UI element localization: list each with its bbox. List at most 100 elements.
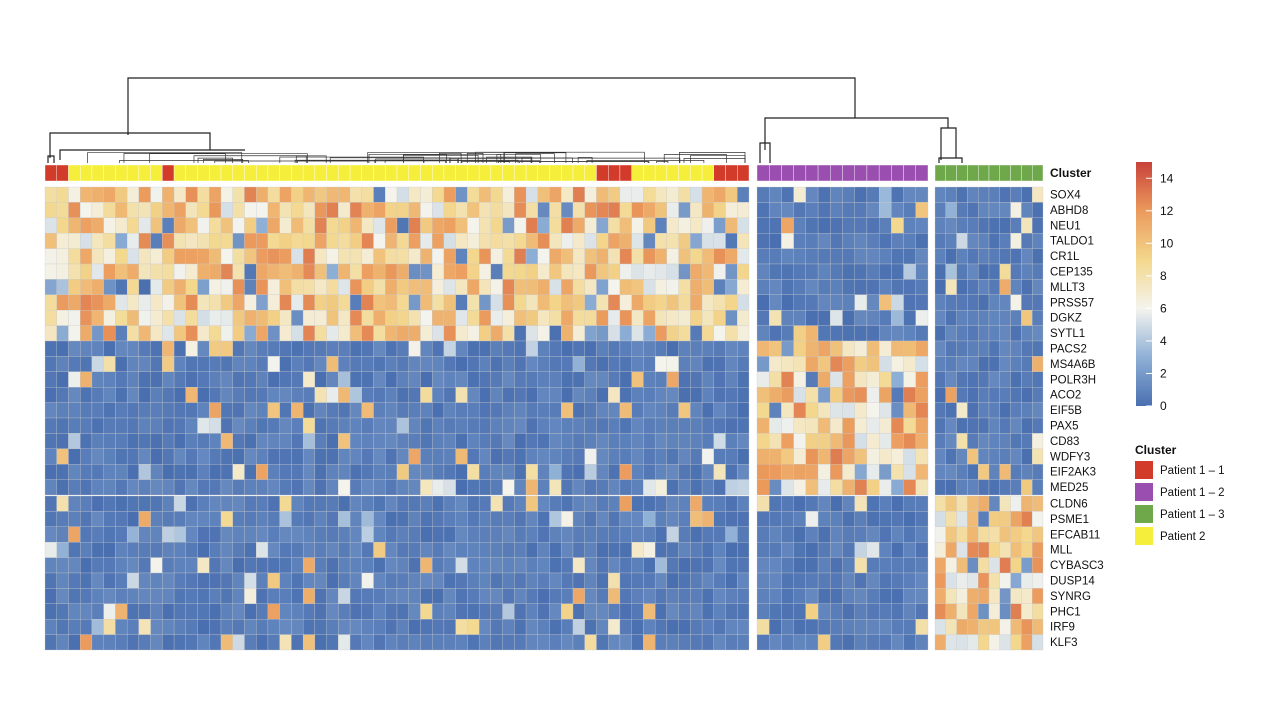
heatmap-cell (608, 233, 621, 249)
heatmap-cell (737, 495, 750, 512)
heatmap-cell (478, 464, 492, 480)
heatmap-cell (91, 557, 104, 574)
heatmap-cell (220, 325, 233, 342)
heatmap-cell (408, 202, 421, 218)
gene-label: MED25 (1050, 482, 1088, 494)
heatmap-cell (173, 217, 186, 234)
heatmap-cell (781, 557, 794, 574)
heatmap-cell (361, 217, 374, 234)
heatmap-cell (514, 495, 527, 512)
annotation-cell (725, 164, 738, 182)
annotation-cell (302, 164, 316, 182)
heatmap-cell (956, 279, 968, 295)
heatmap-cell (267, 202, 280, 218)
heatmap-cell (725, 542, 738, 558)
heatmap-cell (44, 186, 57, 203)
heatmap-cell (854, 495, 868, 512)
heatmap-cell (878, 248, 892, 265)
heatmap-cell (781, 572, 794, 589)
heatmap-cell (138, 417, 151, 434)
heatmap-cell (197, 588, 210, 604)
heatmap-cell (988, 263, 1000, 280)
heatmap-cell (608, 557, 621, 574)
heatmap-cell (349, 464, 362, 480)
heatmap-cell (349, 588, 362, 604)
annotation-cell (173, 164, 186, 182)
heatmap-cell (817, 248, 831, 265)
heatmap-cell (150, 526, 163, 543)
heatmap-cell (267, 186, 280, 203)
heatmap-cell (817, 572, 831, 589)
heatmap-cell (701, 233, 714, 249)
annotation-cell (490, 164, 503, 182)
heatmap-cell (1010, 417, 1022, 434)
heatmap-cell (80, 279, 93, 295)
heatmap-cell (725, 233, 738, 249)
heatmap-cell (608, 340, 621, 357)
heatmap-cell (549, 294, 562, 311)
heatmap-cell (793, 186, 807, 203)
heatmap-cell (608, 402, 621, 419)
heatmap-cell (666, 186, 679, 203)
heatmap-cell (967, 526, 979, 543)
heatmap-cell (584, 479, 597, 496)
heatmap-cell (878, 572, 892, 589)
heatmap-cell (68, 233, 81, 249)
heatmap-cell (490, 279, 503, 295)
heatmap-cell (830, 634, 843, 651)
heatmap-cell (769, 479, 782, 496)
heatmap-cell (561, 603, 574, 620)
heatmap-cell (408, 279, 421, 295)
heatmap-cell (830, 186, 843, 203)
heatmap-cell (103, 588, 116, 604)
annotation-cell (756, 164, 770, 182)
heatmap-cell (68, 186, 81, 203)
heatmap-cell (934, 464, 946, 480)
heatmap-cell (805, 356, 819, 372)
heatmap-cell (945, 479, 957, 496)
heatmap-cell (103, 557, 116, 574)
heatmap-cell (561, 233, 574, 249)
heatmap-cell (701, 310, 714, 326)
heatmap-cell (420, 603, 433, 620)
heatmap-cell (349, 356, 362, 372)
heatmap-cell (891, 634, 904, 651)
heatmap-cell (80, 526, 93, 543)
heatmap-cell (209, 294, 222, 311)
heatmap-cell (678, 634, 691, 651)
heatmap-cell (678, 588, 691, 604)
heatmap-cell (988, 371, 1000, 388)
heatmap-cell (373, 464, 386, 480)
heatmap-cell (302, 603, 316, 620)
heatmap-cell (608, 603, 621, 620)
heatmap-cell (781, 464, 794, 480)
heatmap-cell (701, 588, 714, 604)
heatmap-cell (967, 248, 979, 265)
annotation-cell (690, 164, 703, 182)
heatmap-cell (1010, 186, 1022, 203)
heatmap-cell (244, 495, 257, 512)
heatmap-cell (44, 603, 57, 620)
heatmap-cell (267, 588, 280, 604)
heatmap-cell (150, 433, 163, 449)
gene-label: EIF2AK3 (1050, 467, 1096, 479)
heatmap-cell (769, 356, 782, 372)
heatmap-cell (291, 387, 304, 403)
heatmap-cell (805, 402, 819, 419)
heatmap-cell (197, 619, 210, 635)
heatmap-cell (978, 340, 990, 357)
heatmap-cell (713, 294, 726, 311)
heatmap-cell (584, 325, 597, 342)
heatmap-cell (91, 340, 104, 357)
annotation-cell (631, 164, 644, 182)
heatmap-cell (396, 310, 409, 326)
heatmap-cell (631, 279, 644, 295)
heatmap-cell (232, 588, 245, 604)
heatmap-cell (302, 572, 316, 589)
heatmap-cell (232, 464, 245, 480)
heatmap-cell (432, 603, 445, 620)
heatmap-cell (478, 325, 492, 342)
heatmap-cell (173, 603, 186, 620)
heatmap-cell (232, 433, 245, 449)
heatmap-cell (654, 495, 668, 512)
